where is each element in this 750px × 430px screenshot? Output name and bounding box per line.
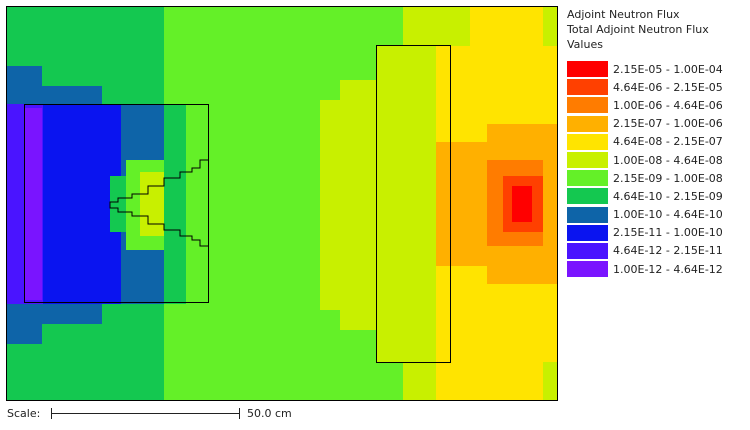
scale-tick-end <box>239 408 240 419</box>
legend-values-label: Values <box>567 38 603 51</box>
flux-cell <box>376 45 403 363</box>
flux-cell <box>512 186 532 222</box>
legend-item: 4.64E-08 - 2.15E-07 <box>567 133 747 151</box>
flux-cell <box>24 108 42 300</box>
right-region-outline <box>376 45 451 363</box>
flux-cell <box>110 176 130 232</box>
legend-item: 2.15E-05 - 1.00E-04 <box>567 60 747 78</box>
legend-item: 4.64E-10 - 2.15E-09 <box>567 187 747 205</box>
legend-swatch <box>567 115 608 132</box>
legend-items: 2.15E-05 - 1.00E-04 4.64E-06 - 2.15E-05 1.… <box>567 60 747 278</box>
legend-title: Adjoint Neutron Flux <box>567 8 680 21</box>
legend-item: 2.15E-11 - 1.00E-10 <box>567 224 747 242</box>
scale-line <box>51 413 239 414</box>
legend-label: 4.64E-10 - 2.15E-09 <box>613 189 723 203</box>
flux-map <box>6 6 558 401</box>
legend-swatch <box>567 224 608 241</box>
legend: Adjoint Neutron Flux Total Adjoint Neutr… <box>567 7 747 278</box>
legend-swatch <box>567 206 608 223</box>
legend-label: 1.00E-12 - 4.64E-12 <box>613 262 723 276</box>
legend-item: 1.00E-12 - 4.64E-12 <box>567 260 747 278</box>
legend-label: 4.64E-06 - 2.15E-05 <box>613 80 723 94</box>
legend-label: 2.15E-09 - 1.00E-08 <box>613 171 723 185</box>
legend-label: 1.00E-10 - 4.64E-10 <box>613 208 723 222</box>
legend-swatch <box>567 170 608 187</box>
legend-swatch <box>567 133 608 150</box>
plot-border <box>6 6 558 401</box>
notch-outline <box>109 159 208 247</box>
legend-label: 4.64E-08 - 2.15E-07 <box>613 135 723 149</box>
scale-bar: Scale: 50.0 cm <box>7 405 307 421</box>
left-region-outline <box>24 104 209 303</box>
legend-item: 1.00E-08 - 4.64E-08 <box>567 151 747 169</box>
flux-cell <box>436 6 470 46</box>
flux-cell <box>186 104 208 304</box>
legend-swatch <box>567 188 608 205</box>
legend-swatch <box>567 152 608 169</box>
legend-item: 1.00E-06 - 4.64E-06 <box>567 96 747 114</box>
legend-item: 4.64E-06 - 2.15E-05 <box>567 78 747 96</box>
legend-swatch <box>567 261 608 278</box>
flux-cell <box>543 362 558 401</box>
legend-label: 2.15E-05 - 1.00E-04 <box>613 62 723 76</box>
flux-plot <box>6 6 558 401</box>
legend-swatch <box>567 61 608 78</box>
flux-cell <box>6 304 102 324</box>
legend-label: 4.64E-12 - 2.15E-11 <box>613 244 723 258</box>
legend-label: 1.00E-06 - 4.64E-06 <box>613 98 723 112</box>
legend-item: 2.15E-09 - 1.00E-08 <box>567 169 747 187</box>
legend-swatch <box>567 242 608 259</box>
legend-subtitle: Total Adjoint Neutron Flux <box>567 23 709 36</box>
legend-item: 1.00E-10 - 4.64E-10 <box>567 206 747 224</box>
geometry-outlines <box>24 45 451 363</box>
flux-cell <box>6 86 102 106</box>
legend-label: 1.00E-08 - 4.64E-08 <box>613 153 723 167</box>
flux-cell <box>6 324 42 344</box>
scale-label: Scale: <box>7 407 41 420</box>
legend-swatch <box>567 79 608 96</box>
scale-value: 50.0 cm <box>247 407 292 420</box>
flux-cell <box>6 66 42 86</box>
legend-label: 2.15E-07 - 1.00E-06 <box>613 117 723 131</box>
legend-label: 2.15E-11 - 1.00E-10 <box>613 226 723 240</box>
legend-swatch <box>567 97 608 114</box>
legend-item: 4.64E-12 - 2.15E-11 <box>567 242 747 260</box>
legend-item: 2.15E-07 - 1.00E-06 <box>567 115 747 133</box>
flux-cell <box>543 6 558 46</box>
